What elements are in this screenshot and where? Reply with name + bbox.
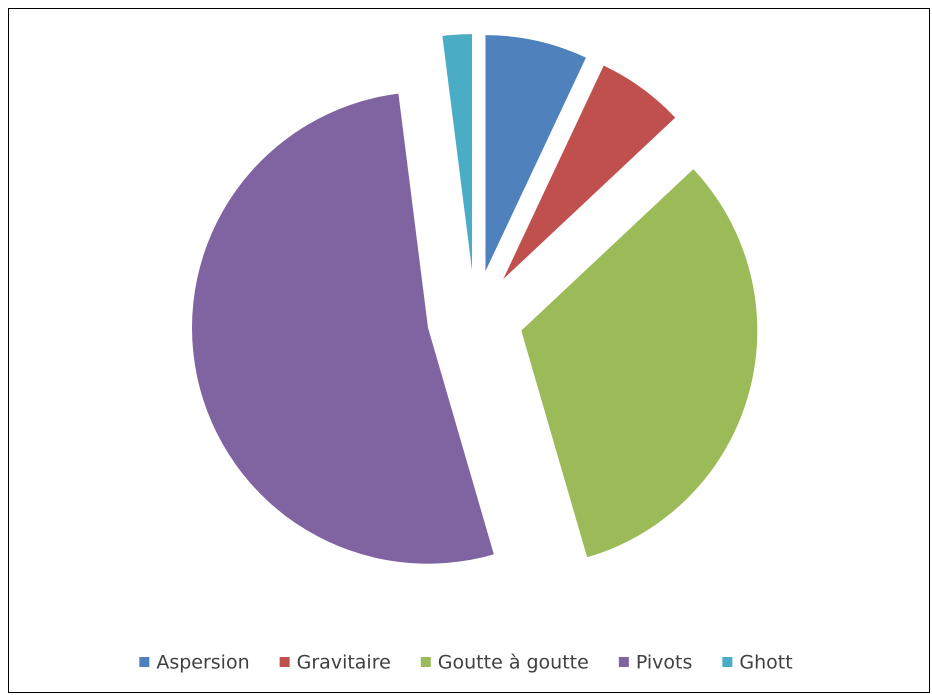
legend-label: Aspersion bbox=[156, 652, 249, 674]
legend-label: Goutte à goutte bbox=[438, 652, 589, 674]
pie-slice bbox=[503, 65, 676, 280]
legend-swatch bbox=[139, 657, 150, 667]
legend-label: Gravitaire bbox=[297, 652, 391, 674]
legend-label: Ghott bbox=[739, 652, 792, 674]
pie-slice bbox=[521, 169, 758, 558]
pie-slice bbox=[191, 93, 494, 564]
legend: Aspersion Gravitaire Goutte à goutte Pivots… bbox=[139, 652, 793, 674]
legend-label: Pivots bbox=[636, 652, 693, 674]
legend-swatch bbox=[722, 657, 733, 667]
legend-swatch bbox=[618, 657, 629, 667]
legend-swatch bbox=[420, 657, 431, 667]
pie-slice bbox=[485, 35, 586, 272]
pie-slice bbox=[442, 34, 472, 271]
legend-swatch bbox=[279, 657, 290, 667]
